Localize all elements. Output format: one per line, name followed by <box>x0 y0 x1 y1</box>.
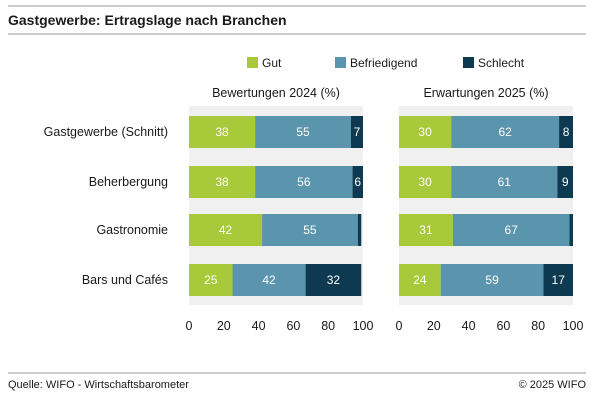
bar-p1-gastgewerbe-schnitt-gut <box>189 116 256 148</box>
bar-p2-beherbergung-schlecht <box>557 166 573 198</box>
bar-p1-gastronomie-gut <box>189 214 263 246</box>
bar-p1-gastgewerbe-schnitt-befriedigend <box>255 116 351 148</box>
data-label-p2-bars-und-caf-s-befriedigend: 59 <box>485 273 499 287</box>
bar-p2-gastronomie-gut <box>399 214 453 246</box>
data-label-p2-gastgewerbe-schnitt-schlecht: 8 <box>563 125 570 139</box>
x-tick-p2-20: 20 <box>427 319 441 333</box>
data-label-p1-gastgewerbe-schnitt-schlecht: 7 <box>354 125 361 139</box>
legend-swatch-befriedigend <box>335 57 346 68</box>
data-label-p2-gastgewerbe-schnitt-gut: 30 <box>418 125 432 139</box>
x-tick-p2-40: 40 <box>462 319 476 333</box>
x-tick-p1-0: 0 <box>186 319 193 333</box>
data-label-p1-gastgewerbe-schnitt-gut: 38 <box>215 125 229 139</box>
data-label-p1-bars-und-caf-s-befriedigend: 42 <box>262 273 276 287</box>
data-label-p2-gastronomie-befriedigend: 67 <box>505 223 519 237</box>
legend-label-schlecht: Schlecht <box>478 56 525 70</box>
chart-title: Gastgewerbe: Ertragslage nach Branchen <box>8 12 287 28</box>
bar-p2-gastgewerbe-schnitt-gut <box>399 116 452 148</box>
bar-p1-gastronomie-befriedigend <box>262 214 358 246</box>
x-tick-p2-100: 100 <box>563 319 584 333</box>
data-label-p1-bars-und-caf-s-gut: 25 <box>204 273 218 287</box>
x-tick-p2-0: 0 <box>396 319 403 333</box>
bar-p2-gastronomie-schlecht <box>569 214 573 246</box>
x-tick-p1-40: 40 <box>252 319 266 333</box>
bar-p1-gastronomie-schlecht <box>357 214 362 246</box>
bar-p2-beherbergung-gut <box>399 166 452 198</box>
bar-p2-bars-und-caf-s-gut <box>399 264 441 296</box>
bar-p2-gastgewerbe-schnitt-befriedigend <box>451 116 560 148</box>
data-label-p2-beherbergung-befriedigend: 61 <box>498 175 512 189</box>
bar-p1-gastgewerbe-schnitt-schlecht <box>350 116 363 148</box>
data-label-p2-beherbergung-gut: 30 <box>418 175 432 189</box>
legend-swatch-gut <box>247 57 258 68</box>
category-label-bars-und-caf-s: Bars und Cafés <box>82 273 168 287</box>
category-label-gastronomie: Gastronomie <box>96 223 168 237</box>
x-tick-p1-20: 20 <box>217 319 231 333</box>
data-label-p1-gastgewerbe-schnitt-befriedigend: 55 <box>296 125 310 139</box>
panel-title-1: Bewertungen 2024 (%) <box>212 86 340 100</box>
legend-swatch-schlecht <box>463 57 474 68</box>
data-label-p1-beherbergung-befriedigend: 56 <box>297 175 311 189</box>
bar-p1-beherbergung-gut <box>189 166 256 198</box>
data-label-p1-bars-und-caf-s-schlecht: 32 <box>327 273 341 287</box>
category-label-beherbergung: Beherbergung <box>89 175 168 189</box>
data-label-p1-gastronomie-befriedigend: 55 <box>303 223 317 237</box>
data-label-p2-bars-und-caf-s-gut: 24 <box>413 273 427 287</box>
bar-p2-beherbergung-befriedigend <box>451 166 558 198</box>
x-tick-p2-60: 60 <box>496 319 510 333</box>
category-label-gastgewerbe-schnitt: Gastgewerbe (Schnitt) <box>44 125 168 139</box>
data-label-p1-gastronomie-gut: 42 <box>219 223 233 237</box>
bar-p1-beherbergung-schlecht <box>352 166 363 198</box>
bar-p1-beherbergung-befriedigend <box>255 166 353 198</box>
data-label-p2-gastgewerbe-schnitt-befriedigend: 62 <box>498 125 512 139</box>
source-note: Quelle: WIFO - Wirtschaftsbarometer <box>8 379 189 391</box>
data-label-p2-bars-und-caf-s-schlecht: 17 <box>552 273 566 287</box>
data-label-p2-gastronomie-gut: 31 <box>419 223 433 237</box>
panel-title-2: Erwartungen 2025 (%) <box>423 86 548 100</box>
bar-p2-gastronomie-befriedigend <box>452 214 570 246</box>
bar-p1-bars-und-caf-s-befriedigend <box>232 264 306 296</box>
bar-p1-bars-und-caf-s-gut <box>189 264 233 296</box>
data-label-p1-beherbergung-schlecht: 6 <box>354 175 361 189</box>
data-label-p2-beherbergung-schlecht: 9 <box>562 175 569 189</box>
x-tick-p1-80: 80 <box>321 319 335 333</box>
legend-label-befriedigend: Befriedigend <box>350 56 417 70</box>
legend-label-gut: Gut <box>262 56 282 70</box>
x-tick-p1-60: 60 <box>286 319 300 333</box>
bar-p2-gastgewerbe-schnitt-schlecht <box>559 116 573 148</box>
copyright-note: © 2025 WIFO <box>519 379 587 391</box>
x-tick-p1-100: 100 <box>353 319 374 333</box>
bar-p1-bars-und-caf-s-schlecht <box>305 264 362 296</box>
bar-p2-bars-und-caf-s-schlecht <box>543 264 573 296</box>
data-label-p1-beherbergung-gut: 38 <box>215 175 229 189</box>
x-tick-p2-80: 80 <box>531 319 545 333</box>
bar-p2-bars-und-caf-s-befriedigend <box>440 264 544 296</box>
plot-area: Gut Befriedigend Schlecht Gastgewerbe (Schn… <box>44 56 584 333</box>
